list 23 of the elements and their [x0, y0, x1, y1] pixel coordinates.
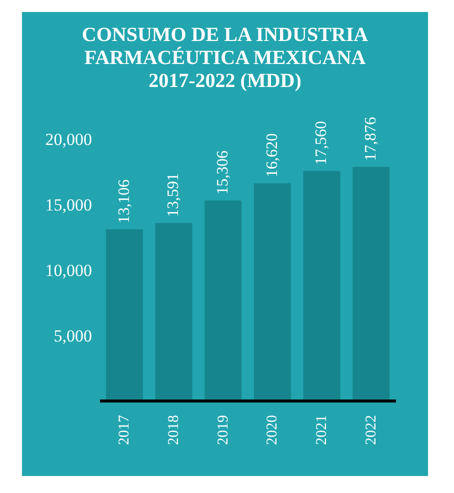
- data-label: 16,620: [264, 133, 281, 178]
- data-label: 15,306: [214, 150, 232, 194]
- y-tick-label: 15,000: [45, 196, 92, 215]
- data-label: 17,560: [313, 120, 330, 165]
- chart-title: CONSUMO DE LA INDUSTRIA FARMACÉUTICA MEXICANA 2017-2022 (MDD): [80, 24, 370, 93]
- bar: [352, 166, 390, 401]
- x-tick-label: 2021: [314, 415, 330, 445]
- data-label: 17,876: [362, 116, 380, 161]
- x-tick-label: 2019: [215, 415, 232, 445]
- bar: [254, 183, 291, 401]
- x-tick-label: 2018: [166, 415, 182, 445]
- bar: [155, 222, 192, 401]
- x-tick-label: 2020: [264, 415, 281, 445]
- x-tick-label: 2017: [116, 414, 133, 445]
- bar: [303, 170, 340, 401]
- y-tick-label: 5,000: [54, 326, 92, 346]
- bar: [204, 200, 242, 401]
- data-label: 13,591: [165, 172, 182, 217]
- y-tick-label: 20,000: [45, 130, 92, 150]
- bar: [106, 229, 143, 401]
- y-tick-label: 10,000: [45, 261, 92, 280]
- data-label: 13,106: [116, 179, 133, 224]
- x-tick-label: 2022: [363, 415, 380, 445]
